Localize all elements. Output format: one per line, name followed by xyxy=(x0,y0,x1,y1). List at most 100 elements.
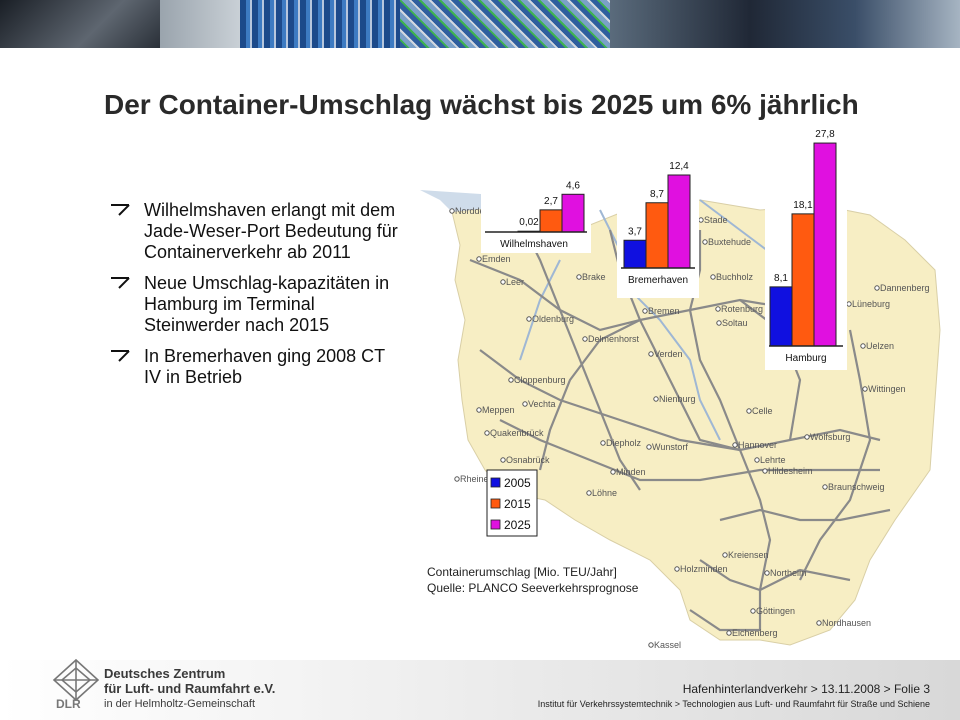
station-dot xyxy=(764,570,770,576)
station-dot xyxy=(722,552,728,558)
station-dot xyxy=(526,316,532,322)
logo-line-3: in der Helmholtz-Gemeinschaft xyxy=(104,698,256,710)
station-dot xyxy=(576,274,582,280)
station-dot xyxy=(750,608,756,614)
station-dot xyxy=(762,468,768,474)
station-dot xyxy=(846,301,852,307)
station-dot xyxy=(646,444,652,450)
bar-2015 xyxy=(645,202,669,269)
station-dot xyxy=(716,320,722,326)
map-city-label: Northeim xyxy=(770,568,807,578)
station-dot xyxy=(862,386,868,392)
dlr-logo-mark-icon xyxy=(52,658,100,702)
map-city-label: Wittingen xyxy=(868,384,906,394)
map-city-label: Verden xyxy=(654,349,683,359)
map-city-label: Buxtehude xyxy=(708,237,751,247)
map-city-label: Stade xyxy=(704,215,728,225)
bar-2015 xyxy=(791,213,815,347)
ems-river xyxy=(519,259,561,361)
station-dot xyxy=(642,308,648,314)
station-dot xyxy=(874,285,880,291)
bar-value-label: 2,7 xyxy=(544,196,558,207)
legend-swatch-2005 xyxy=(490,477,501,488)
banner-cockpit-photo xyxy=(0,0,160,48)
map-city-label: Eichenberg xyxy=(732,628,778,638)
caption-unit: Containerumschlag [Mio. TEU/Jahr] xyxy=(427,565,617,579)
station-dots xyxy=(449,208,880,648)
map-city-label: Braunschweig xyxy=(828,482,885,492)
bar-2005 xyxy=(769,286,793,347)
map-city-label: Norddeich xyxy=(455,206,496,216)
bullet-text: Neue Umschlag-kapazitäten in Hamburg im … xyxy=(144,273,390,335)
map-city-label: Nordhausen xyxy=(822,618,871,628)
station-dot xyxy=(698,217,704,223)
map-city-label: Emden xyxy=(482,254,511,264)
station-dot xyxy=(610,469,616,475)
station-dot xyxy=(732,442,738,448)
bar-value-label: 8,1 xyxy=(774,273,788,284)
banner-screens-photo xyxy=(240,0,400,48)
map-city-label: Rheine xyxy=(460,474,489,484)
station-dot xyxy=(648,642,654,648)
chart-legend: 2005 2015 2025 xyxy=(486,469,538,537)
map-city-label: Wunstorf xyxy=(652,442,688,452)
station-dot xyxy=(500,457,506,463)
station-dot xyxy=(702,239,708,245)
map-city-label: Kassel xyxy=(654,640,681,650)
map-city-label: Meppen xyxy=(482,405,515,415)
bar-2015 xyxy=(539,209,563,233)
map-city-label: Diepholz xyxy=(606,438,642,448)
chart-wilhelmshaven: 0,02 2,7 4,6 Wilhelmshaven xyxy=(481,180,591,253)
map-city-label: Quakenbrück xyxy=(490,428,544,438)
chart-bremerhaven: 3,7 8,7 12,4 Bremerhaven xyxy=(617,161,699,298)
arrow-bullet-icon xyxy=(111,204,130,216)
station-dot xyxy=(522,401,528,407)
bar-value-label: 12,4 xyxy=(669,161,689,172)
station-dot xyxy=(508,377,514,383)
map-city-label: Dannenberg xyxy=(880,283,930,293)
legend-swatch-2025 xyxy=(490,519,501,530)
station-dot xyxy=(600,440,606,446)
footer-institute: Institut für Verkehrssystemtechnik > Tec… xyxy=(537,699,930,709)
bar-value-label: 0,02 xyxy=(519,217,539,228)
legend-label: 2005 xyxy=(504,476,531,490)
station-dot xyxy=(674,566,680,572)
map-city-label: Leer xyxy=(506,277,524,287)
map-city-label: Oldenburg xyxy=(532,314,574,324)
station-dot xyxy=(816,620,822,626)
logo-line-2: für Luft- und Raumfahrt e.V. xyxy=(104,681,276,696)
station-dot xyxy=(754,457,760,463)
map-city-label: Celle xyxy=(752,406,773,416)
map-city-label: Rotenburg xyxy=(721,304,763,314)
bullet-item: Wilhelmshaven erlangt mit dem Jade-Weser… xyxy=(110,200,400,263)
bullet-text: Wilhelmshaven erlangt mit dem Jade-Weser… xyxy=(144,200,398,262)
station-dot xyxy=(484,430,490,436)
bullet-text: In Bremerhaven ging 2008 CT IV in Betrie… xyxy=(144,346,385,387)
station-dot xyxy=(586,490,592,496)
station-dot xyxy=(710,274,716,280)
dlr-logo-lettering: DLR xyxy=(56,697,81,710)
map-city-label: Hildesheim xyxy=(768,466,813,476)
station-dot xyxy=(653,396,659,402)
map-city-label: Göttingen xyxy=(756,606,795,616)
lower-saxony-rail-map: Norddeich Wilhelmshaven Emden Leer Brake Olde… xyxy=(420,129,941,650)
banner-train-photo xyxy=(610,0,960,48)
map-city-label: Hannover xyxy=(738,440,777,450)
station-dot xyxy=(449,208,455,214)
dlr-logo: DLR xyxy=(52,658,100,710)
banner-network-map-photo xyxy=(400,0,610,48)
bullet-item: Neue Umschlag-kapazitäten in Hamburg im … xyxy=(110,273,400,336)
footer-bar xyxy=(0,660,960,720)
slide-title: Der Container-Umschlag wächst bis 2025 u… xyxy=(104,89,859,120)
map-city-label: Buchholz xyxy=(716,272,754,282)
bar-value-label: 27,8 xyxy=(815,129,835,140)
bar-2005 xyxy=(623,239,647,269)
bullet-item: In Bremerhaven ging 2008 CT IV in Betrie… xyxy=(110,346,400,388)
legend-label: 2025 xyxy=(504,518,531,532)
station-dot xyxy=(648,351,654,357)
bar-value-label: 8,7 xyxy=(650,189,664,200)
station-dot xyxy=(860,343,866,349)
arrow-bullet-icon xyxy=(111,277,130,289)
map-city-label: Minden xyxy=(616,467,646,477)
chart-hamburg: 8,1 18,1 27,8 Hamburg xyxy=(765,129,847,370)
